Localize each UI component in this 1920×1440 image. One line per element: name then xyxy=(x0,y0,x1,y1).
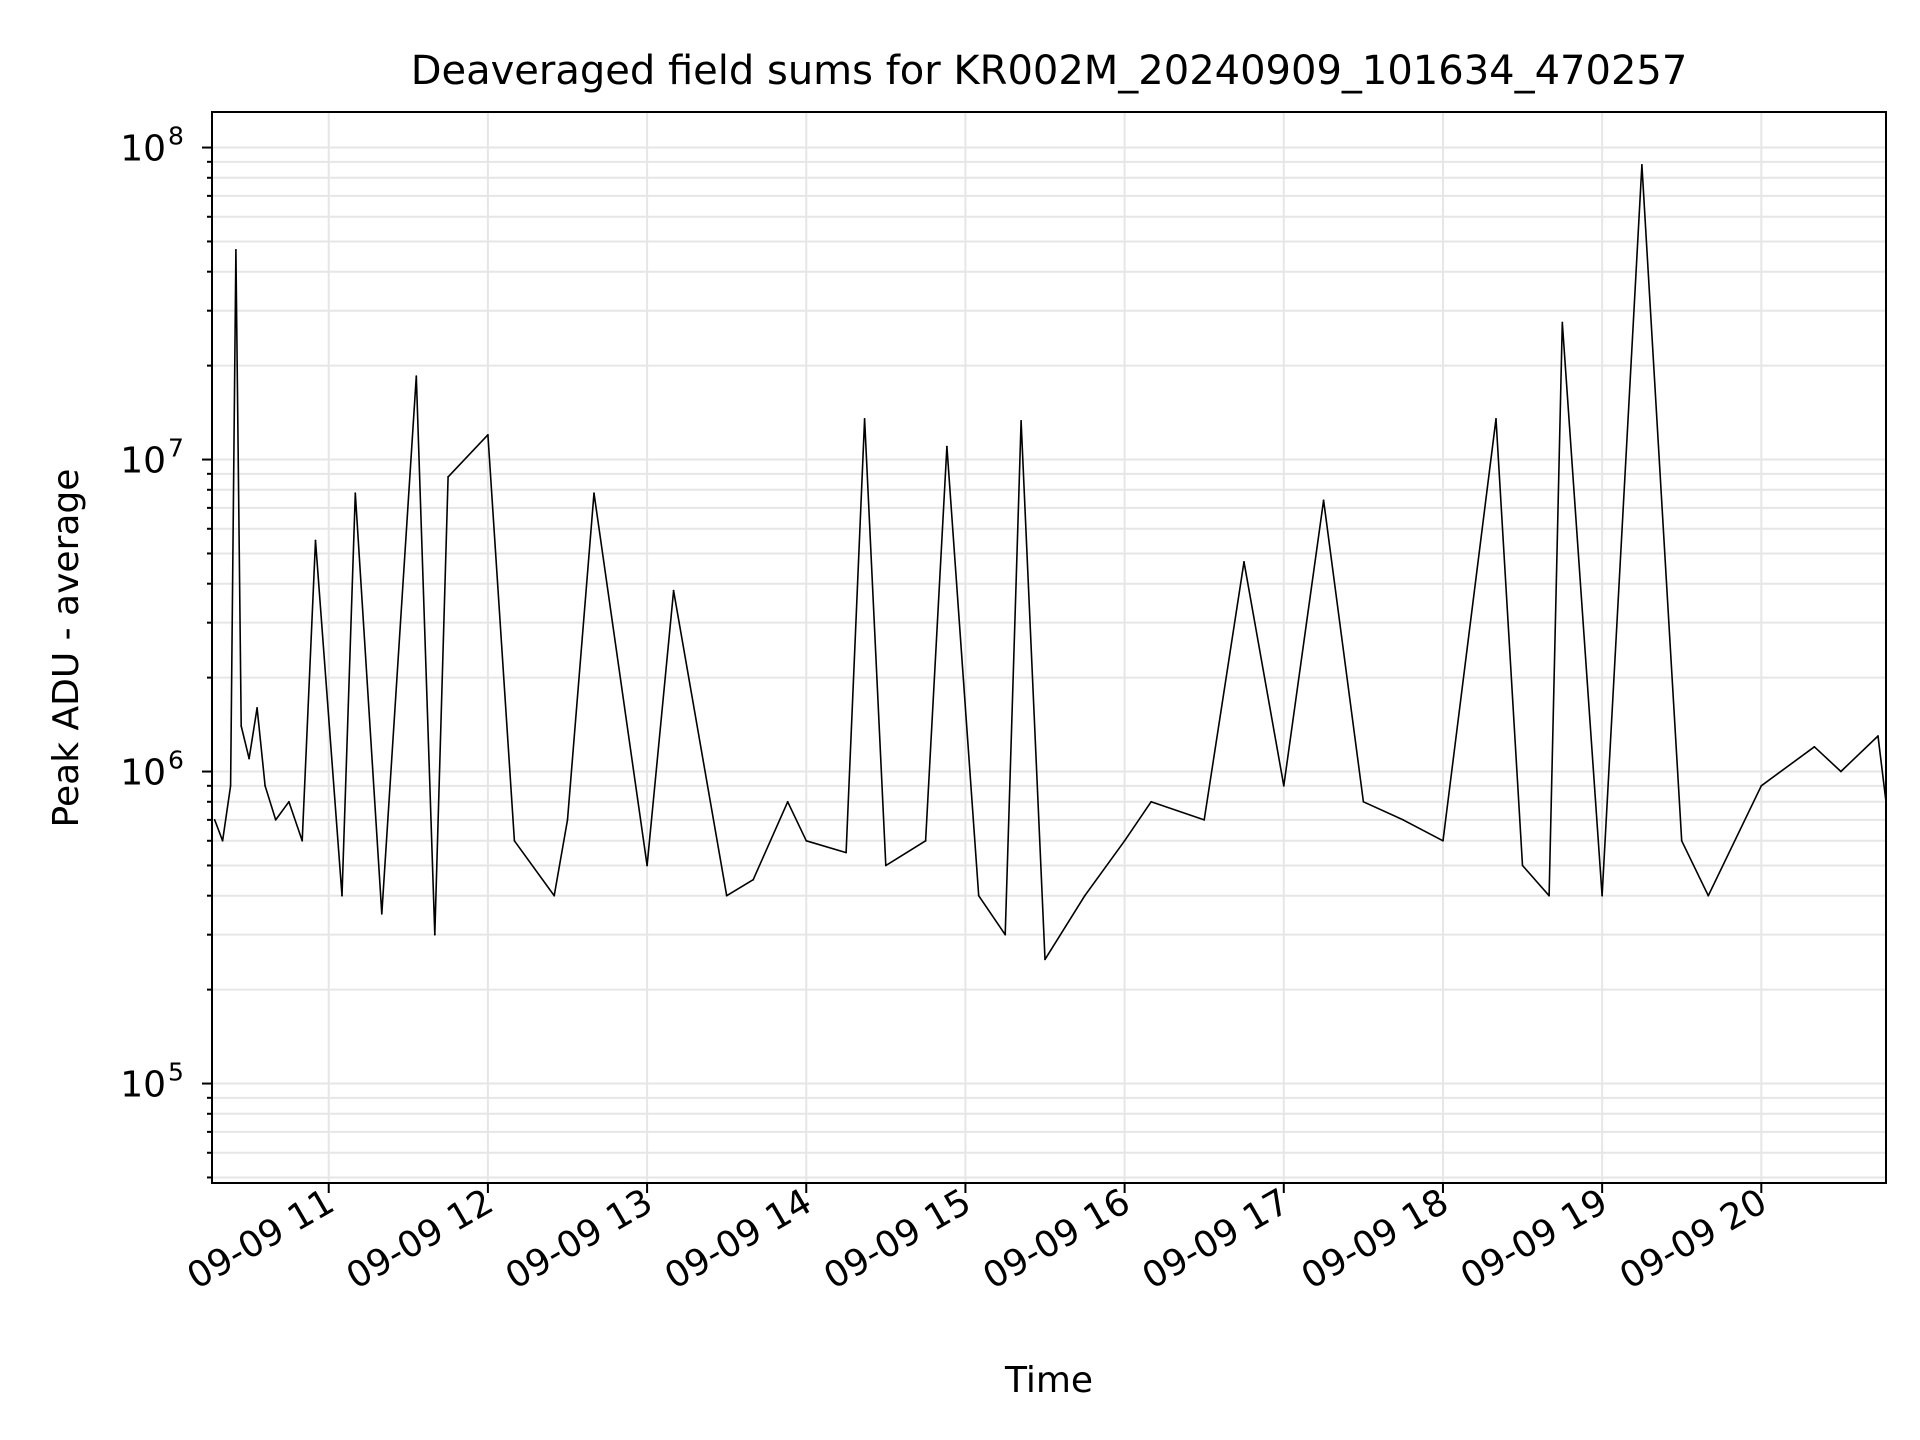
data-series xyxy=(213,163,1887,961)
data-point xyxy=(1123,839,1126,842)
x-tick-label: 09-09 16 xyxy=(976,1181,1137,1297)
data-point xyxy=(1760,784,1763,787)
data-point xyxy=(786,800,789,803)
data-point xyxy=(752,878,755,881)
data-point xyxy=(1322,499,1325,502)
data-point xyxy=(863,417,866,420)
data-point xyxy=(415,375,418,378)
data-point xyxy=(1840,770,1842,773)
x-tick-label: 09-09 19 xyxy=(1454,1181,1615,1297)
data-point xyxy=(1813,745,1816,748)
data-point xyxy=(1282,784,1285,787)
data-point xyxy=(1601,894,1604,897)
y-tick-label: 10 xyxy=(120,129,166,170)
data-point xyxy=(1243,560,1245,563)
data-point xyxy=(1561,321,1564,324)
data-point xyxy=(845,851,847,854)
x-tick-label: 09-09 11 xyxy=(181,1181,342,1297)
data-point xyxy=(1044,958,1046,961)
data-point xyxy=(1004,933,1007,936)
x-axis-label: Time xyxy=(1004,1360,1093,1401)
y-axis-label: Peak ADU - average xyxy=(46,469,87,828)
data-point xyxy=(1020,420,1023,422)
data-point xyxy=(314,539,317,542)
data-point xyxy=(1362,800,1365,803)
data-point xyxy=(553,894,556,897)
x-tick-label: 09-09 15 xyxy=(817,1181,978,1297)
data-point xyxy=(433,933,436,936)
data-point xyxy=(229,784,232,787)
x-tick-label: 09-09 17 xyxy=(1136,1181,1297,1297)
data-point xyxy=(248,757,251,760)
data-point xyxy=(1877,735,1879,737)
data-point xyxy=(805,839,808,842)
x-tick-label: 09-09 13 xyxy=(499,1181,660,1297)
data-point xyxy=(1680,839,1683,842)
data-point xyxy=(274,818,277,821)
data-point xyxy=(234,248,237,251)
y-tick-label-exponent: 7 xyxy=(168,434,184,463)
x-tick-label: 09-09 18 xyxy=(1295,1181,1456,1297)
y-tick-label: 10 xyxy=(120,753,166,794)
data-point xyxy=(1442,839,1444,842)
plot-frame xyxy=(211,111,1887,1184)
data-point xyxy=(1521,864,1524,867)
data-point xyxy=(213,818,216,821)
data-point xyxy=(1150,800,1153,803)
data-point xyxy=(487,433,489,436)
data-point xyxy=(354,492,357,495)
data-point xyxy=(1641,163,1643,166)
data-point xyxy=(646,864,648,867)
data-point xyxy=(1203,818,1206,821)
data-point xyxy=(1083,894,1086,897)
y-tick-label-exponent: 6 xyxy=(168,746,184,775)
data-point xyxy=(447,475,450,478)
data-point xyxy=(566,818,569,821)
x-tick-label: 09-09 20 xyxy=(1613,1181,1774,1297)
data-point xyxy=(945,445,948,448)
y-tick-label: 10 xyxy=(120,1065,166,1106)
data-point xyxy=(301,839,304,842)
chart-title: Deaveraged field sums for KR002M_2024090… xyxy=(411,48,1688,94)
data-point xyxy=(1548,894,1550,897)
data-point xyxy=(380,912,383,915)
data-point xyxy=(672,589,675,592)
data-point xyxy=(1495,417,1497,420)
data-point xyxy=(264,784,266,787)
x-tick-label: 09-09 12 xyxy=(340,1181,501,1297)
data-point xyxy=(513,839,516,842)
data-point xyxy=(977,894,980,897)
data-point xyxy=(593,492,595,495)
data-point xyxy=(884,864,887,867)
data-point xyxy=(924,839,927,842)
y-tick-label-exponent: 8 xyxy=(168,122,184,151)
data-point xyxy=(221,839,224,842)
data-point xyxy=(341,894,343,897)
y-tick-label-exponent: 5 xyxy=(168,1058,184,1087)
data-point xyxy=(1707,894,1710,897)
data-point xyxy=(240,725,243,727)
data-point xyxy=(725,894,728,897)
y-tick-label: 10 xyxy=(120,441,166,482)
data-point xyxy=(288,800,290,803)
grid-lines xyxy=(212,112,1886,1183)
data-point xyxy=(1402,818,1405,821)
x-tick-label: 09-09 14 xyxy=(658,1181,819,1297)
data-point xyxy=(256,706,258,709)
